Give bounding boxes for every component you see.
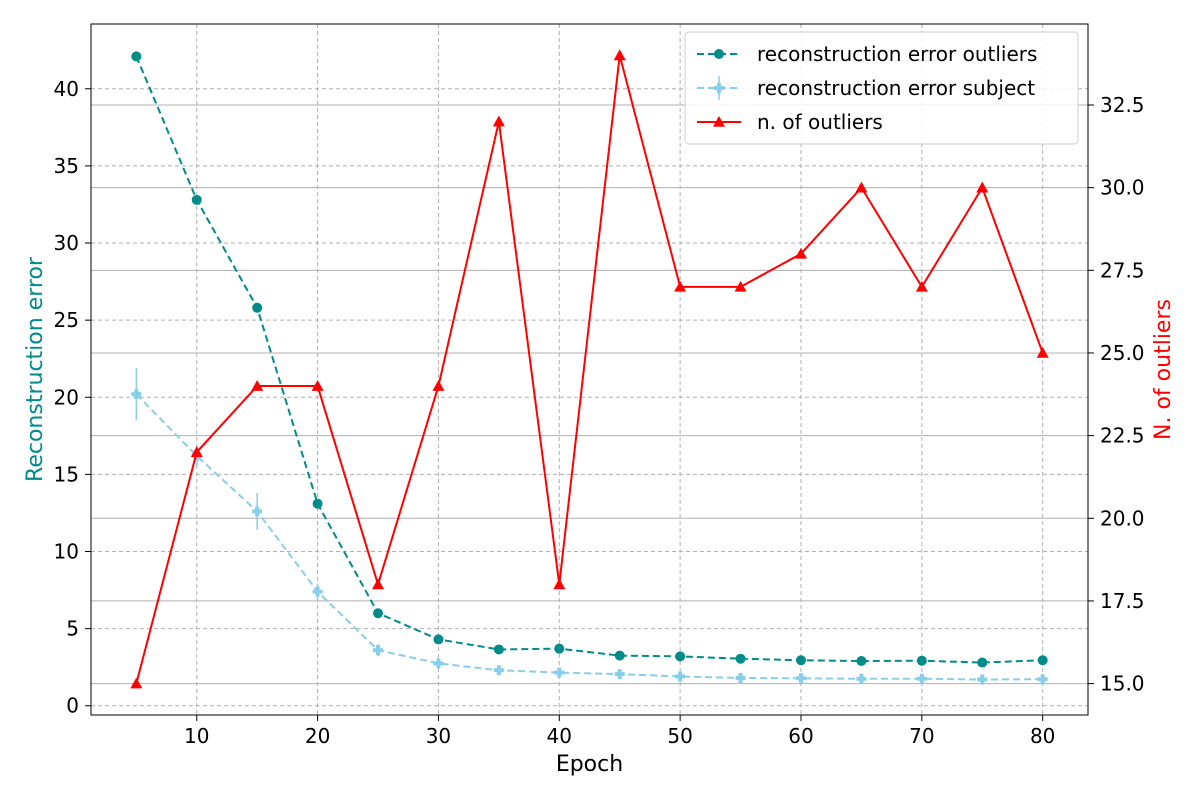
data-point [433, 658, 444, 669]
series-reconstruction-error-outliers [131, 51, 1048, 668]
data-point [554, 643, 565, 654]
data-point [131, 389, 142, 400]
y-right-tick-label: 20.0 [1100, 506, 1145, 530]
y-left-tick-label: 0 [66, 694, 79, 718]
y-left-tick-label: 5 [66, 617, 79, 641]
data-point [856, 656, 867, 667]
series-layer [130, 49, 1049, 689]
legend-marker [714, 83, 724, 93]
y-left-tick-label: 15 [54, 462, 79, 486]
x-tick-label: 10 [184, 724, 209, 748]
data-point [795, 655, 806, 666]
data-point [916, 673, 927, 684]
data-point [312, 586, 323, 597]
legend-label: n. of outliers [757, 110, 883, 134]
data-point [312, 498, 323, 509]
y-left-tick-label: 30 [54, 231, 79, 255]
data-point [675, 671, 686, 682]
data-point [372, 578, 385, 590]
legend-marker [713, 116, 725, 127]
data-point [433, 634, 444, 645]
x-axis-title: Epoch [556, 752, 623, 777]
y-axis-left-title: Reconstruction error [23, 256, 48, 482]
data-point [977, 674, 988, 685]
y-axis-right-title: N. of outliers [1151, 299, 1176, 440]
y-right-tick-label: 15.0 [1100, 672, 1145, 696]
data-point [794, 247, 807, 259]
data-point [190, 446, 203, 457]
x-tick-label: 40 [547, 724, 572, 748]
series-line [135, 55, 1044, 684]
y-axis-right: 15.0 17.5 20.0 22.5 25.0 27.5 30.0 32.5 [1088, 93, 1145, 696]
x-tick-label: 50 [667, 724, 692, 748]
data-point [130, 677, 143, 689]
data-point [1037, 655, 1048, 666]
data-point [734, 280, 747, 292]
x-tick-label: 80 [1030, 724, 1055, 748]
data-point [191, 194, 202, 205]
x-tick-label: 30 [426, 724, 451, 748]
data-point [493, 644, 504, 655]
legend-label: reconstruction error outliers [757, 42, 1037, 66]
data-point [1037, 674, 1048, 685]
data-point [252, 302, 263, 313]
y-right-tick-label: 17.5 [1100, 589, 1145, 613]
legend-label: reconstruction error subject [757, 76, 1035, 100]
data-point [856, 673, 867, 684]
series-line [135, 393, 1043, 681]
data-point [493, 665, 504, 676]
data-point [915, 280, 928, 292]
data-point [252, 506, 263, 517]
data-point [735, 672, 746, 683]
data-point [795, 673, 806, 684]
data-point [432, 380, 445, 391]
x-tick-label: 20 [305, 724, 330, 748]
y-right-tick-label: 22.5 [1100, 424, 1145, 448]
data-point [553, 578, 566, 590]
legend-box [684, 31, 1079, 145]
data-point [492, 115, 505, 127]
y-right-tick-label: 27.5 [1100, 258, 1145, 282]
data-point [976, 181, 989, 193]
x-axis: 10 20 30 40 50 60 70 80 [184, 715, 1055, 748]
data-point [916, 655, 927, 666]
y-left-tick-label: 10 [54, 540, 79, 564]
data-point [131, 51, 142, 62]
y-axis-left: 0 5 10 15 20 25 30 35 40 [54, 77, 91, 718]
y-right-tick-label: 25.0 [1100, 341, 1145, 365]
y-left-tick-label: 25 [54, 308, 79, 332]
series-line [135, 56, 1043, 664]
data-point [554, 667, 565, 678]
x-tick-label: 70 [909, 724, 934, 748]
data-point [1036, 346, 1049, 358]
series-reconstruction-error-subject [131, 367, 1048, 685]
data-point [735, 653, 746, 664]
data-point [614, 650, 625, 661]
series-n-of-outliers [130, 49, 1049, 689]
data-point [674, 280, 687, 292]
x-tick-label: 60 [788, 724, 813, 748]
data-point [251, 380, 264, 391]
data-point [373, 645, 384, 656]
legend: reconstruction error outliers reconstruct… [684, 31, 1079, 145]
data-point [613, 49, 626, 61]
data-point [311, 380, 324, 391]
plot-frame [90, 23, 1089, 716]
y-left-tick-label: 20 [54, 385, 79, 409]
legend-marker [714, 49, 724, 59]
data-point [373, 608, 384, 619]
data-point [675, 651, 686, 662]
y-left-tick-label: 35 [54, 154, 79, 178]
data-point [855, 181, 868, 193]
y-right-tick-label: 30.0 [1100, 176, 1145, 200]
data-point [614, 669, 625, 680]
y-left-tick-label: 40 [54, 77, 79, 101]
data-point [977, 657, 988, 668]
y-right-tick-label: 32.5 [1100, 93, 1145, 117]
